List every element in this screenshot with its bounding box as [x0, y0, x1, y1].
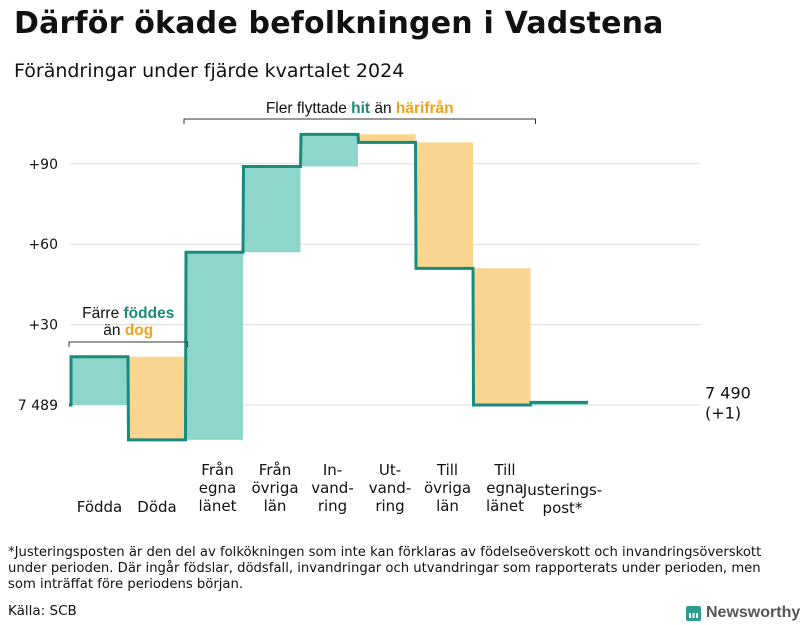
annotation-migration-line1: Fler flyttade hit än härifrån	[266, 100, 454, 117]
x-category-label-line: In-	[323, 461, 342, 479]
waterfall-bar	[301, 134, 358, 167]
x-category-label-line: Till	[436, 461, 458, 479]
start-value-label: 7 489	[18, 398, 58, 414]
x-category-label: Ut-vand-ring	[369, 461, 412, 515]
x-category-label-line: länet	[199, 497, 237, 515]
x-category-label-line: Födda	[77, 498, 123, 516]
waterfall-bar	[186, 252, 243, 440]
x-category-label-line: ring	[318, 497, 347, 515]
y-tick-label: +30	[28, 318, 58, 334]
waterfall-bar	[243, 166, 301, 253]
y-tick-label: +90	[28, 157, 58, 173]
x-category-label-line: Från	[201, 461, 233, 479]
annotation-bracket	[183, 118, 536, 124]
x-category-label-line: Döda	[137, 498, 176, 516]
chart-title: Därför ökade befolkningen i Vadstena	[14, 6, 664, 41]
annotation-span: Färre	[82, 305, 123, 322]
annotation-span: hit	[351, 100, 370, 117]
x-category-label-line: egna	[486, 479, 523, 497]
waterfall-bar	[416, 142, 473, 269]
annotation-span: dog	[125, 322, 153, 339]
annotation-span: härifrån	[396, 100, 454, 117]
waterfall-bar	[358, 134, 416, 143]
cumulative-step-line	[69, 132, 588, 442]
y-tick-label: +60	[28, 237, 58, 253]
annotation-span: än	[370, 100, 396, 117]
x-category-label: Döda	[137, 498, 176, 516]
brand-logo: Newsworthy	[686, 602, 800, 624]
x-category-label-line: Till	[493, 461, 515, 479]
x-category-label-line: vand-	[369, 479, 412, 497]
x-category-label: Till övriga län	[424, 461, 471, 515]
x-category-label: Från övriga län	[251, 461, 298, 515]
x-category-label: Till egna länet	[486, 461, 524, 515]
brand-name: Newsworthy	[706, 604, 800, 621]
chart-subtitle: Förändringar under fjärde kvartalet 2024	[14, 60, 405, 82]
x-category-label-line: vand-	[311, 479, 354, 497]
x-category-label-line: län	[264, 497, 287, 515]
end-change-label: (+1)	[705, 403, 741, 422]
bar-chart-icon	[686, 605, 701, 621]
x-category-label: Justerings-post*	[522, 481, 602, 517]
x-category-label-line: post*	[543, 499, 583, 517]
x-category-label: In-vand-ring	[311, 461, 354, 515]
waterfall-bar	[473, 268, 531, 405]
x-category-label-line: länet	[486, 497, 524, 515]
annotation-births-line1: Färre föddes	[82, 305, 174, 322]
x-category-label: Födda	[77, 498, 123, 516]
annotation-births-line2: än dog	[103, 322, 153, 339]
x-category-label-line: Justerings-	[522, 481, 602, 499]
annotation-span: Fler flyttade	[266, 100, 351, 117]
annotation-span: än	[103, 322, 125, 339]
waterfall-bar	[71, 356, 128, 405]
x-category-label-line: Från	[259, 461, 291, 479]
end-value-label: 7 490	[705, 383, 751, 402]
x-category-label-line: egna	[199, 479, 236, 497]
annotation-bracket	[68, 341, 188, 347]
x-category-label-line: övriga	[424, 479, 471, 497]
footnote: *Justeringsposten är den del av folkökni…	[8, 545, 762, 592]
x-category-label-line: ring	[375, 497, 404, 515]
source-text: Källa: SCB	[8, 603, 77, 619]
annotation-span: föddes	[124, 305, 175, 322]
x-category-label-line: övriga	[251, 479, 298, 497]
x-category-label-line: län	[436, 497, 459, 515]
x-category-label-line: Ut-	[379, 461, 401, 479]
x-category-label: Från egna länet	[199, 461, 237, 515]
waterfall-bar	[128, 356, 186, 440]
